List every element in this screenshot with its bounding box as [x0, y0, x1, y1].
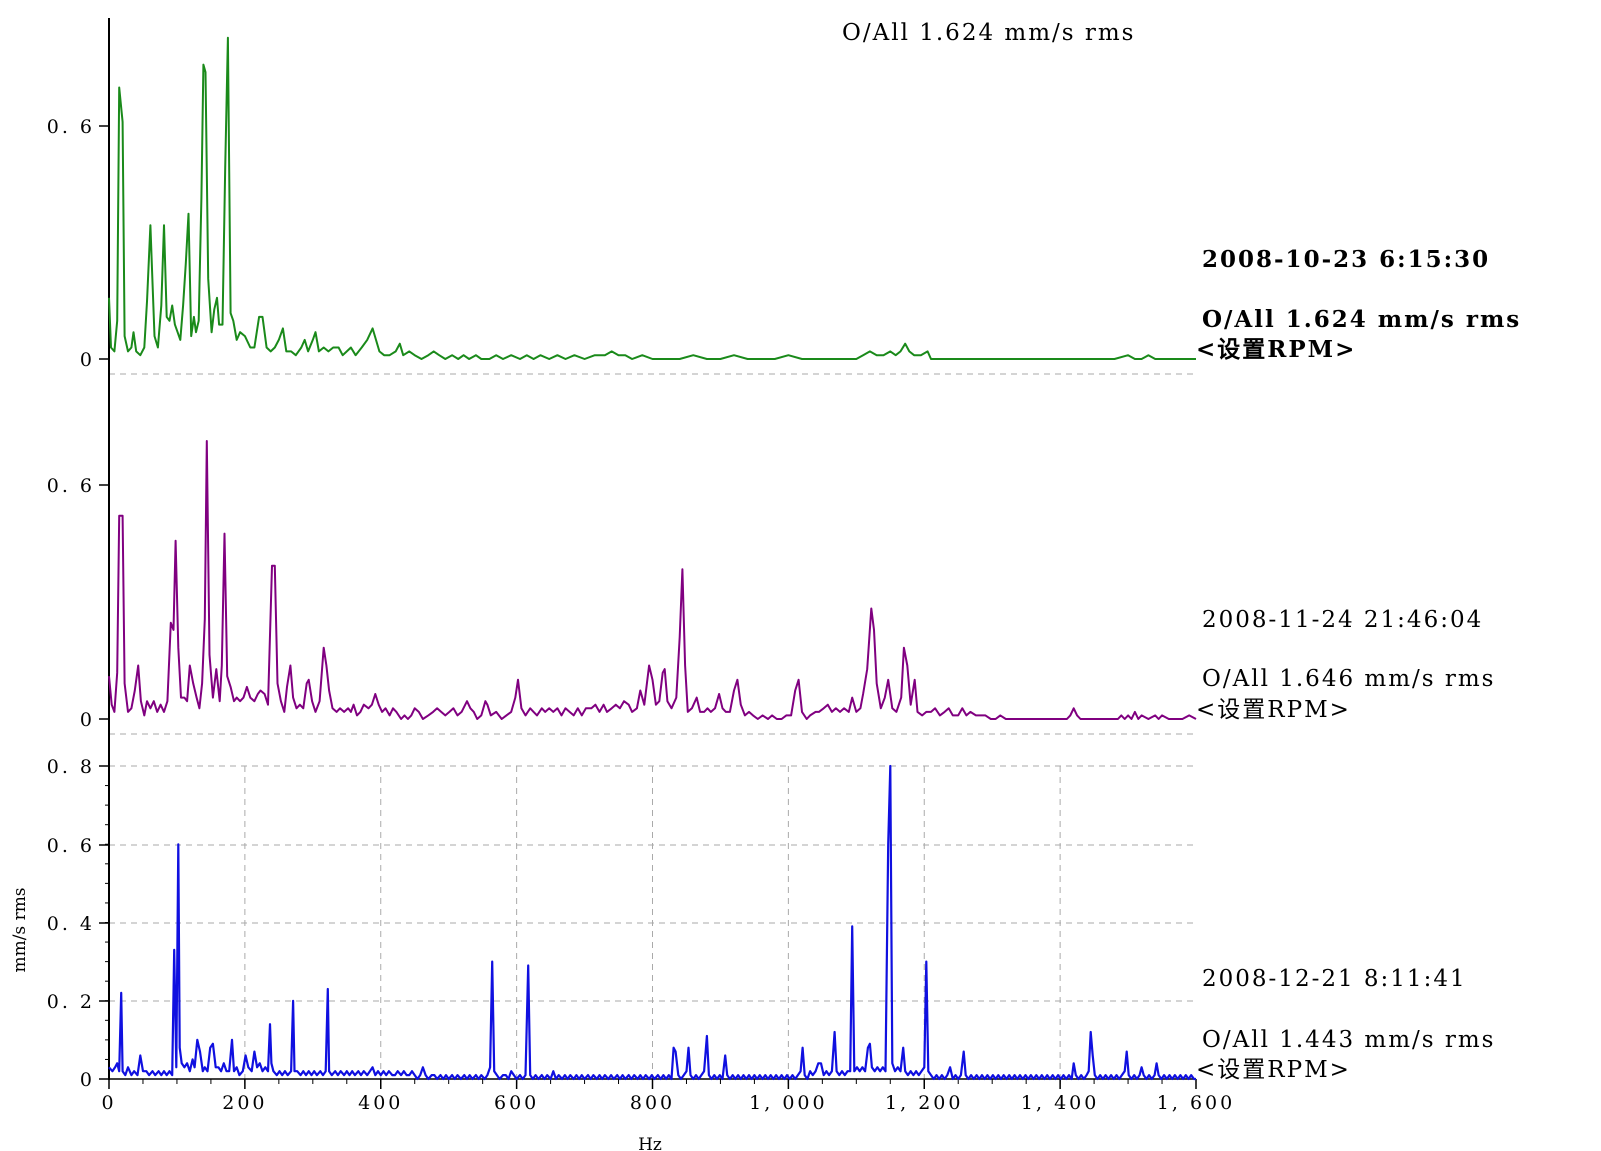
- x-tick-label: 1, 000: [749, 1092, 827, 1114]
- x-tick-label: 1, 600: [1157, 1092, 1235, 1114]
- x-tick-label: 400: [358, 1092, 403, 1114]
- x-tick-label: 1, 400: [1021, 1092, 1099, 1114]
- y-tick-label: 0: [80, 349, 95, 371]
- spectrum-line-1: [108, 36, 1196, 360]
- y-tick-label: 0. 8: [47, 756, 95, 778]
- spectrum-line-2: [108, 440, 1197, 720]
- y-tick-label: 0. 6: [47, 475, 95, 497]
- panel-date-label: 2008-10-23 6:15:30: [1202, 246, 1490, 273]
- panel-overall-label: O/All 1.646 mm/s rms: [1202, 666, 1495, 692]
- spectrum-line-3: [108, 764, 1196, 1081]
- grid-layer: [109, 373, 1196, 1079]
- y-tick-label: 0: [80, 709, 95, 731]
- top-overall-label: O/All 1.624 mm/s rms: [842, 20, 1135, 46]
- series-layer: [108, 36, 1197, 1081]
- label-layer: 2008-10-23 6:15:30 O/All 1.624 mm/s rms <设…: [1196, 246, 1521, 1083]
- panel-overall-label: O/All 1.624 mm/s rms: [1202, 306, 1521, 333]
- set-rpm-link[interactable]: <设置RPM>: [1196, 697, 1351, 723]
- y-axis-label: mm/s rms: [10, 887, 30, 972]
- x-tick-label: 200: [222, 1092, 267, 1114]
- panel-overall-label: O/All 1.443 mm/s rms: [1202, 1027, 1495, 1053]
- y-tick-label: 0. 2: [47, 991, 95, 1013]
- y-tick-label: 0. 6: [47, 116, 95, 138]
- x-tick-label: 0: [101, 1092, 116, 1114]
- x-tick-label: 1, 200: [885, 1092, 963, 1114]
- y-tick-label: 0. 4: [47, 913, 95, 935]
- x-axis-label: Hz: [638, 1135, 662, 1151]
- axis-layer: 0 0. 6 0 0. 6 0 0. 2 0. 4 0. 6 0. 8 0 200 400 600 800…: [47, 18, 1235, 1114]
- set-rpm-link[interactable]: <设置RPM>: [1196, 1057, 1351, 1083]
- x-tick-label: 800: [630, 1092, 675, 1114]
- panel-date-label: 2008-11-24 21:46:04: [1202, 607, 1483, 633]
- y-tick-label: 0. 6: [47, 835, 95, 857]
- set-rpm-link[interactable]: <设置RPM>: [1196, 336, 1356, 363]
- y-tick-label: 0: [80, 1069, 95, 1091]
- panel-date-label: 2008-12-21 8:11:41: [1202, 966, 1467, 992]
- x-tick-label: 600: [494, 1092, 539, 1114]
